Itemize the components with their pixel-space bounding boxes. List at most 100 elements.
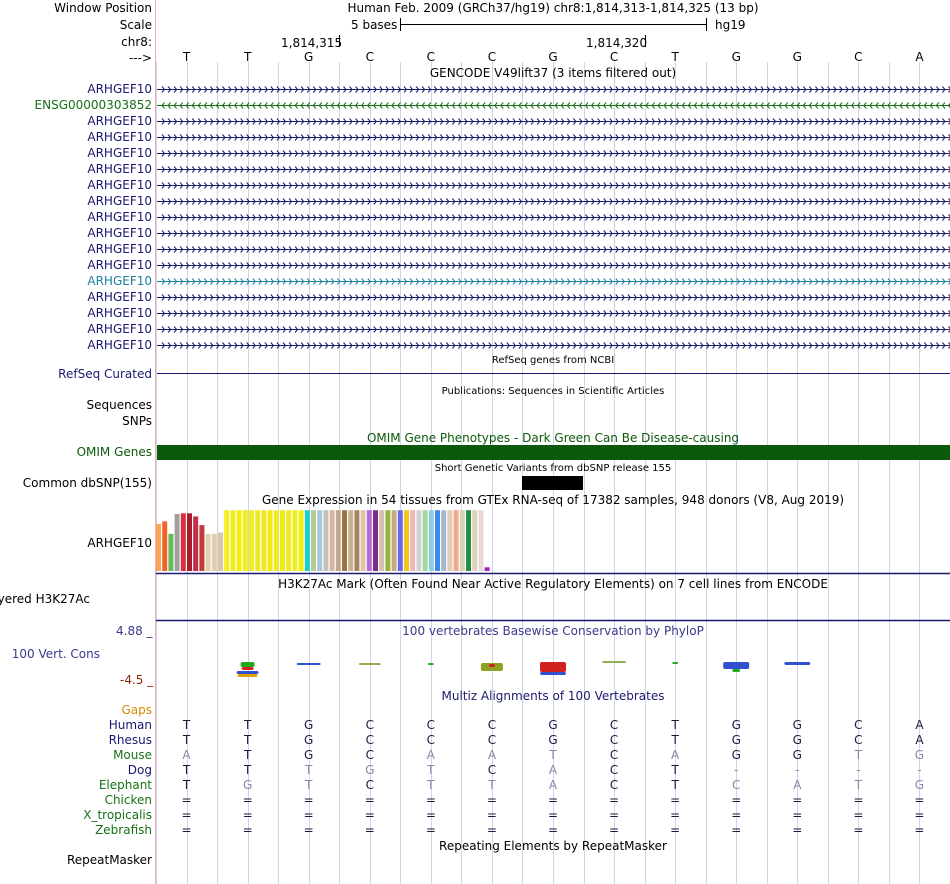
gtex-tissue-bar[interactable]	[478, 510, 484, 571]
gtex-tissue-bar[interactable]	[379, 510, 385, 571]
gencode-transcript-line[interactable]	[156, 130, 950, 144]
gtex-tissue-bar[interactable]	[410, 510, 416, 571]
gtex-tissue-bar[interactable]	[342, 510, 347, 571]
h3k27ac-track-title[interactable]: H3K27Ac Mark (Often Found Near Active Re…	[278, 577, 828, 591]
gtex-tissue-bar[interactable]	[292, 510, 298, 571]
gtex-tissue-bar[interactable]	[236, 510, 242, 571]
gtex-tissue-bar[interactable]	[187, 513, 192, 571]
gencode-transcript-label[interactable]: ENSG00000303852	[34, 98, 152, 112]
gencode-transcript-line[interactable]	[156, 258, 950, 272]
gtex-tissue-bar[interactable]	[193, 516, 199, 571]
publications-track-title[interactable]: Publications: Sequences in Scientific Ar…	[441, 386, 665, 397]
species-label[interactable]: Elephant	[98, 778, 152, 792]
gtex-tissue-bar[interactable]	[397, 510, 403, 571]
conservation-logo[interactable]	[156, 656, 950, 682]
gtex-tissue-bar[interactable]	[354, 510, 360, 571]
gencode-transcript-line[interactable]	[156, 242, 950, 256]
gtex-tissue-bar[interactable]	[261, 510, 267, 571]
gencode-transcript-line[interactable]	[156, 306, 950, 320]
gtex-tissue-bar[interactable]	[280, 510, 285, 571]
gtex-tissue-bar[interactable]	[466, 510, 471, 571]
gencode-transcript-label[interactable]: ARHGEF10	[87, 210, 152, 224]
gencode-transcript-line[interactable]	[156, 290, 950, 304]
gtex-tissue-bar[interactable]	[230, 510, 236, 571]
gtex-tissue-bar[interactable]	[360, 510, 366, 571]
gaps-label[interactable]: Gaps	[121, 703, 152, 717]
gtex-expression-chart[interactable]	[156, 507, 950, 575]
gencode-transcript-line[interactable]	[156, 226, 950, 240]
gtex-tissue-bar[interactable]	[304, 510, 310, 571]
gtex-tissue-bar[interactable]	[242, 510, 248, 571]
species-label[interactable]: Mouse	[113, 748, 152, 762]
gtex-tissue-bar[interactable]	[286, 510, 292, 571]
multiz-track-title[interactable]: Multiz Alignments of 100 Vertebrates	[441, 689, 665, 703]
gencode-transcript-label[interactable]: ARHGEF10	[87, 306, 152, 320]
species-label[interactable]: X_tropicalis	[83, 808, 152, 822]
gtex-tissue-bar[interactable]	[156, 523, 161, 571]
phylop-track-label[interactable]: 100 Vert. Cons	[11, 647, 100, 661]
snps-label[interactable]: SNPs	[122, 414, 152, 428]
gencode-transcript-label[interactable]: ARHGEF10	[87, 194, 152, 208]
gencode-transcript-line[interactable]	[156, 210, 950, 224]
gencode-transcript-line[interactable]	[156, 322, 950, 336]
gencode-transcript-label[interactable]: ARHGEF10	[87, 290, 152, 304]
refseq-track-title[interactable]: RefSeq genes from NCBI	[491, 355, 615, 366]
phylop-track-title[interactable]: 100 vertebrates Basewise Conservation by…	[402, 624, 704, 638]
gtex-tissue-bar[interactable]	[180, 513, 186, 571]
repeatmasker-track-title[interactable]: Repeating Elements by RepeatMasker	[439, 839, 667, 853]
gtex-tissue-bar[interactable]	[267, 510, 273, 571]
species-label[interactable]: Chicken	[104, 793, 152, 807]
gtex-tissue-bar[interactable]	[298, 510, 304, 571]
gtex-tissue-bar[interactable]	[174, 514, 180, 571]
gencode-track-title[interactable]: GENCODE V49lift37 (3 items filtered out)	[429, 66, 677, 80]
gencode-transcript-label[interactable]: ARHGEF10	[87, 258, 152, 272]
gtex-tissue-bar[interactable]	[168, 533, 174, 571]
gtex-tissue-bar[interactable]	[391, 510, 397, 571]
gtex-tissue-bar[interactable]	[317, 510, 323, 571]
repeatmasker-label[interactable]: RepeatMasker	[66, 853, 152, 867]
gencode-transcript-label[interactable]: ARHGEF10	[87, 322, 152, 336]
gtex-gene-label[interactable]: ARHGEF10	[87, 536, 152, 550]
refseq-curated-label[interactable]: RefSeq Curated	[58, 367, 152, 381]
gtex-tissue-bar[interactable]	[416, 510, 422, 571]
gencode-transcript-label[interactable]: ARHGEF10	[87, 82, 152, 96]
gtex-tissue-bar[interactable]	[435, 510, 440, 571]
gtex-tissue-bar[interactable]	[224, 510, 230, 571]
gencode-transcript-label[interactable]: ARHGEF10	[87, 226, 152, 240]
gencode-transcript-line[interactable]	[156, 338, 950, 352]
omim-gene-bar[interactable]	[157, 445, 950, 460]
gtex-tissue-bar[interactable]	[453, 510, 459, 571]
dbsnp-track-title[interactable]: Short Genetic Variants from dbSNP releas…	[434, 463, 672, 474]
gtex-tissue-bar[interactable]	[447, 510, 453, 571]
gtex-tissue-bar[interactable]	[459, 510, 465, 571]
gencode-transcript-line[interactable]	[156, 114, 950, 128]
omim-genes-label[interactable]: OMIM Genes	[76, 445, 152, 459]
species-label[interactable]: Human	[108, 718, 152, 732]
layered-h3k27ac-label[interactable]: Layered H3K27Ac	[0, 592, 90, 606]
gtex-tissue-bar[interactable]	[404, 510, 409, 571]
gtex-tissue-bar[interactable]	[255, 510, 261, 571]
species-label[interactable]: Dog	[127, 763, 152, 777]
omim-track-title[interactable]: OMIM Gene Phenotypes - Dark Green Can Be…	[366, 431, 740, 445]
gtex-tissue-bar[interactable]	[428, 510, 434, 571]
gencode-transcript-label[interactable]: ARHGEF10	[87, 274, 152, 288]
common-dbsnp-label[interactable]: Common dbSNP(155)	[22, 476, 152, 490]
gtex-tissue-bar[interactable]	[273, 510, 279, 571]
gtex-tissue-bar[interactable]	[422, 510, 428, 571]
gtex-tissue-bar[interactable]	[205, 533, 211, 571]
gencode-transcript-label[interactable]: ARHGEF10	[87, 178, 152, 192]
gtex-tissue-bar[interactable]	[162, 521, 168, 571]
gtex-track-title[interactable]: Gene Expression in 54 tissues from GTEx …	[261, 493, 845, 507]
gtex-tissue-bar[interactable]	[385, 510, 391, 571]
gencode-transcript-label[interactable]: ARHGEF10	[87, 338, 152, 352]
gencode-transcript-line[interactable]	[156, 82, 950, 96]
species-label[interactable]: Rhesus	[108, 733, 152, 747]
gencode-transcript-label[interactable]: ARHGEF10	[87, 242, 152, 256]
gencode-transcript-label[interactable]: ARHGEF10	[87, 114, 152, 128]
gtex-tissue-bar[interactable]	[329, 510, 335, 571]
gtex-tissue-bar[interactable]	[366, 510, 372, 571]
gtex-tissue-bar[interactable]	[218, 532, 223, 571]
gencode-transcript-label[interactable]: ARHGEF10	[87, 130, 152, 144]
gencode-transcript-line[interactable]	[156, 194, 950, 208]
gencode-transcript-line[interactable]	[156, 146, 950, 160]
